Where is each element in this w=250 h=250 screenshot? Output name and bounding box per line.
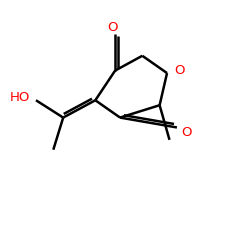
Text: O: O xyxy=(108,21,118,34)
Text: HO: HO xyxy=(10,91,30,104)
Text: O: O xyxy=(174,64,185,77)
Text: O: O xyxy=(182,126,192,139)
